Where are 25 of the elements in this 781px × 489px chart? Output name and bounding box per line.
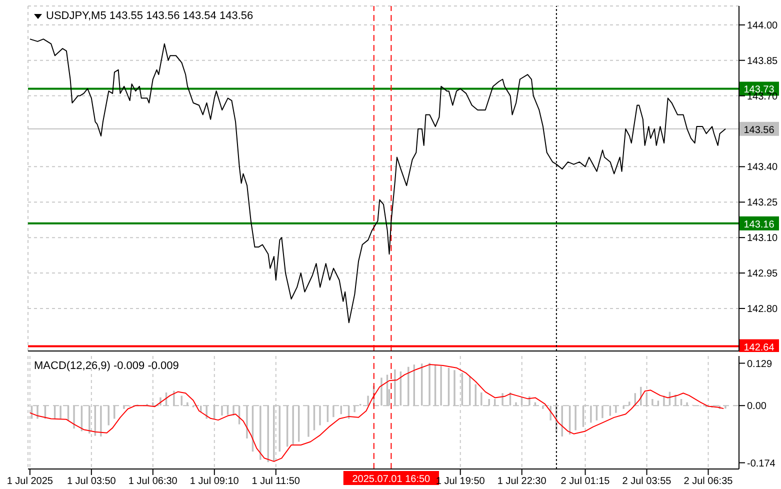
y-tick-label: 144.00: [747, 20, 778, 32]
chart-title: USDJPY,M5 143.55 143.56 143.54 143.56: [46, 10, 254, 22]
x-tick-label: 2 Jul 03:55: [622, 476, 672, 488]
y-tick-label: -0.174: [747, 458, 776, 470]
ref-line-label: 142.64: [744, 342, 775, 354]
chart-title: MACD(12,26,9) -0.009 -0.009: [34, 360, 179, 372]
x-tick-label: 2 Jul 01:15: [560, 476, 610, 488]
x-tick-label: 1 Jul 09:10: [190, 476, 240, 488]
ref-line-label: 143.16: [744, 219, 775, 230]
y-tick-label: 0.129: [747, 358, 772, 370]
x-tick-label: 1 Jul 11:50: [252, 476, 300, 488]
y-tick-label: 143.10: [747, 233, 778, 244]
ref-line-label: 2025.07.01 16:50: [352, 474, 431, 485]
y-tick-label: 143.25: [747, 198, 778, 209]
x-tick-label: 1 Jul 2025: [6, 476, 54, 488]
y-tick-label: 143.85: [747, 56, 778, 67]
y-tick-label: 143.40: [747, 162, 778, 174]
x-tick-label: 1 Jul 03:50: [66, 476, 116, 488]
ref-line-label: 143.56: [744, 124, 775, 136]
x-tick-label: 1 Jul 22:30: [497, 476, 547, 488]
x-tick-label: 2 Jul 06:35: [684, 476, 734, 488]
y-tick-label: 142.95: [747, 268, 778, 280]
y-tick-label: 142.80: [747, 304, 778, 316]
x-tick-label: 1 Jul 06:30: [128, 476, 178, 488]
y-tick-label: 0.00: [747, 401, 767, 412]
